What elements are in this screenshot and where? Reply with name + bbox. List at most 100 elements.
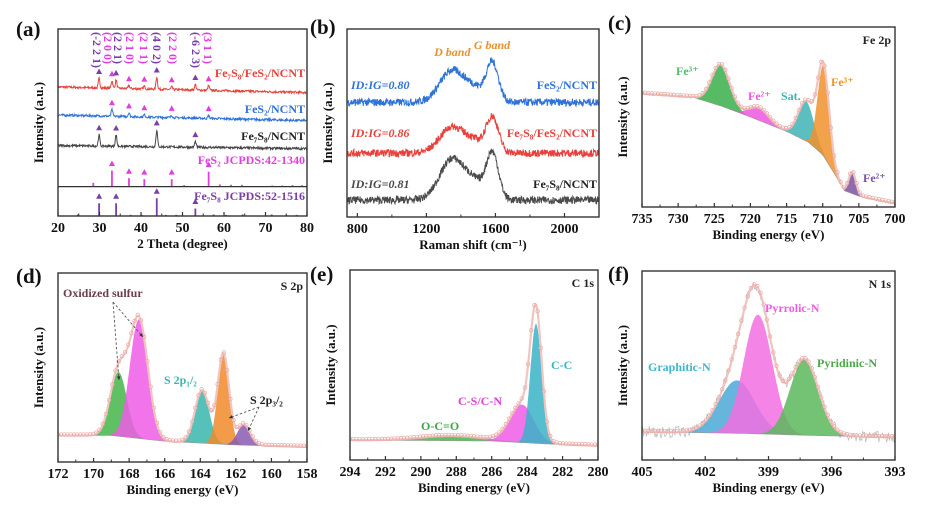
envelope-data-point <box>209 408 214 413</box>
x-tick-label: 292 <box>375 465 396 480</box>
envelope-data-point <box>729 357 734 362</box>
envelope-data-point <box>694 93 699 99</box>
peak-marker <box>168 76 175 83</box>
envelope-data-point <box>787 376 792 381</box>
envelope-data-point <box>196 393 201 398</box>
envelope-data-point <box>161 434 166 440</box>
envelope-data-point <box>398 436 404 441</box>
envelope-data-point <box>292 443 297 448</box>
envelope-data-point <box>652 91 657 96</box>
envelope-data-point <box>716 395 722 400</box>
envelope-data-point <box>497 430 502 435</box>
envelope-data-point <box>832 153 837 158</box>
envelope-data-point <box>471 434 477 439</box>
envelope-data-point <box>854 180 859 186</box>
envelope-data-point <box>228 396 233 402</box>
envelope-data-point <box>678 428 683 434</box>
envelope-data-point <box>649 91 654 96</box>
envelope-data-point <box>771 350 776 355</box>
envelope-line <box>58 314 307 448</box>
x-tick-label: 705 <box>848 212 869 227</box>
envelope-data-point <box>529 328 534 333</box>
envelope-line <box>350 302 598 447</box>
envelope-data-point <box>857 433 862 438</box>
envelope-data-point <box>158 429 163 435</box>
envelope-data-point <box>266 442 271 448</box>
envelope-data-point <box>532 302 537 308</box>
envelope-data-point <box>183 435 188 440</box>
envelope-data-point <box>541 389 547 394</box>
envelope-data-point <box>433 433 438 438</box>
envelope-data-point <box>417 434 423 439</box>
envelope-data-point <box>401 435 407 441</box>
envelope-data-point <box>97 427 102 432</box>
envelope-data-point <box>370 436 375 442</box>
envelope-data-point <box>860 193 866 198</box>
envelope-data-point <box>691 93 696 99</box>
y-axis-label: Intensity (a.u.) <box>31 327 46 408</box>
x-tick-label: 730 <box>668 212 689 227</box>
hkl-label: (2 1 0) <box>123 32 137 64</box>
x-tick-label: 288 <box>446 465 467 480</box>
envelope-data-point <box>430 433 435 438</box>
x-tick-label: 80 <box>300 221 314 236</box>
envelope-data-point <box>646 90 651 96</box>
envelope-data-point <box>250 434 255 439</box>
panel-e-c1s: O-C=O C-S/C-N C-C 294 292 290 288 286 284 282 280 B… <box>310 262 609 495</box>
envelope-data-point <box>684 93 689 98</box>
envelope-data-point <box>799 356 805 361</box>
component-label: C-S/C-N <box>458 394 502 408</box>
envelope-data-point <box>700 420 705 426</box>
envelope-data-point <box>382 436 388 442</box>
plot-area <box>350 302 598 447</box>
hkl-label: (3 1 1) <box>201 32 215 64</box>
envelope-data-point <box>665 92 670 97</box>
reference-marker <box>125 168 132 174</box>
x-tick-label: 710 <box>812 212 833 227</box>
envelope-data-point <box>841 184 846 190</box>
panel-f-n1s: Graphitic-N Pyrrolic-N Pyridinic-N 405 402 39… <box>608 262 906 495</box>
envelope-data-point <box>106 397 112 403</box>
envelope-data-point <box>269 442 275 448</box>
component-label: C-C <box>551 358 572 372</box>
plot-frame <box>346 28 600 218</box>
envelope-data-point <box>880 433 885 439</box>
panel-label: (a) <box>16 17 41 41</box>
x-tick-label: 735 <box>632 212 653 227</box>
envelope-data-point <box>668 92 673 97</box>
annotation-label: S 2p₁/₂ <box>164 373 197 387</box>
hkl-label: (2 2 1) <box>111 32 125 64</box>
peak-marker <box>205 105 212 112</box>
peak-marker <box>192 74 199 80</box>
envelope-data-point <box>351 436 356 442</box>
x-tick-label: 700 <box>885 212 906 227</box>
envelope-data-point <box>857 190 862 195</box>
envelope-data-point <box>838 429 843 435</box>
xrd-series-line <box>58 75 307 96</box>
envelope-data-point <box>170 438 176 443</box>
envelope-data-point <box>662 428 667 434</box>
envelope-data-point <box>735 100 741 106</box>
x-tick-label: 172 <box>48 467 69 482</box>
x-tick-label: 166 <box>154 467 175 482</box>
fit-component-peak <box>642 314 895 438</box>
envelope-data-point <box>867 433 872 438</box>
envelope-data-point <box>668 428 673 434</box>
envelope-data-point <box>405 435 410 440</box>
envelope-data-point <box>59 432 64 437</box>
envelope-data-point <box>864 433 869 438</box>
component-label: O-C=O <box>421 419 459 433</box>
envelope-data-point <box>655 91 661 96</box>
envelope-data-point <box>796 107 802 113</box>
envelope-data-point <box>886 434 891 439</box>
peak-marker <box>113 69 120 76</box>
peak-marker <box>192 131 199 138</box>
envelope-data-point <box>389 436 394 441</box>
raman-series-line <box>347 148 599 206</box>
peak-marker <box>125 75 132 82</box>
band-label: G band <box>474 38 511 52</box>
x-tick-label: 160 <box>261 467 282 482</box>
component-label: Pyridinic-N <box>817 356 877 370</box>
envelope-data-point <box>767 334 773 339</box>
peak-marker <box>141 76 148 82</box>
